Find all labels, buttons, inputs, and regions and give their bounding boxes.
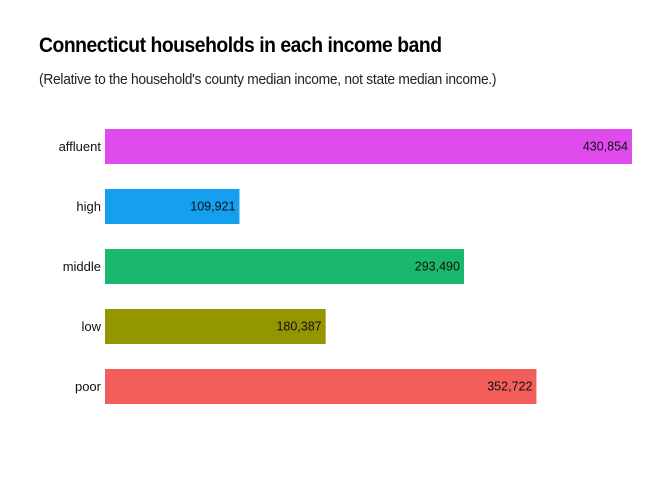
bar-poor bbox=[105, 369, 537, 404]
category-label-high: high bbox=[76, 199, 101, 214]
chart-subtitle: (Relative to the household's county medi… bbox=[39, 71, 497, 88]
bar-affluent bbox=[105, 129, 632, 164]
value-label-middle: 293,490 bbox=[415, 260, 460, 274]
bar-high bbox=[105, 189, 240, 224]
category-label-poor: poor bbox=[75, 379, 102, 394]
value-label-poor: 352,722 bbox=[487, 380, 532, 394]
bars-layer: affluent 430,854 high 109,921 middle 293,490 l… bbox=[59, 129, 632, 404]
category-label-low: low bbox=[81, 319, 101, 334]
chart-title: Connecticut households in each income ba… bbox=[39, 34, 442, 57]
value-label-affluent: 430,854 bbox=[583, 140, 628, 154]
value-label-high: 109,921 bbox=[190, 200, 235, 214]
bar-low bbox=[105, 309, 326, 344]
bar-middle bbox=[105, 249, 464, 284]
value-label-low: 180,387 bbox=[276, 320, 321, 334]
category-label-affluent: affluent bbox=[59, 139, 102, 154]
category-label-middle: middle bbox=[63, 259, 101, 274]
